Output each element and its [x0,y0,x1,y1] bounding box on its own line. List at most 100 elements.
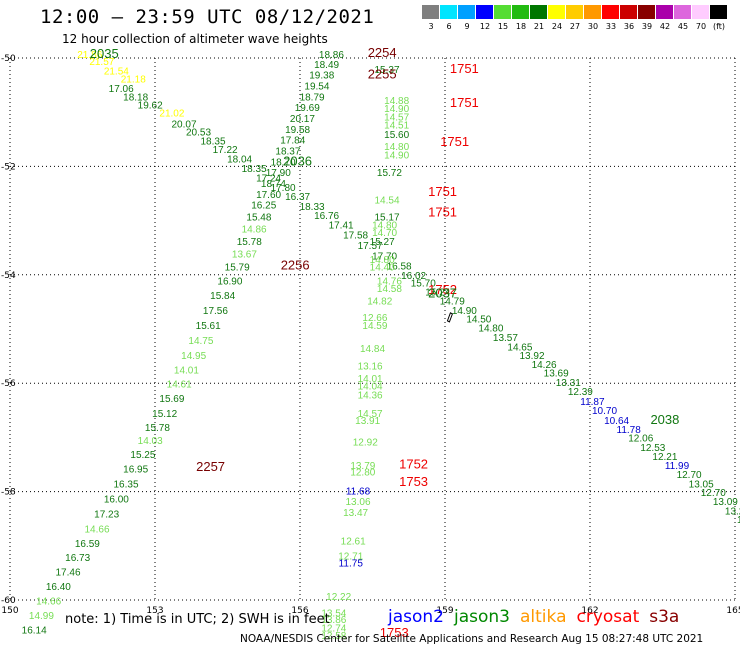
lat-tick-label: -56 [1,379,16,389]
wave-height-value: 14.61 [167,380,192,391]
wave-height-value: 15.48 [246,213,271,224]
wave-height-value: 16.76 [314,211,339,222]
pass-time-label: 2257 [196,459,225,474]
wave-height-value: 18.79 [300,92,325,103]
wave-height-value: 17.60 [256,190,281,201]
wave-height-value: 12.61 [341,537,366,548]
color-swatch [674,5,691,19]
wave-height-value: 14.03 [138,436,163,447]
color-swatch [638,5,655,19]
lat-tick-label: -54 [1,271,16,281]
wave-height-value: 14.80 [384,142,409,153]
wave-height-value: 17.90 [266,168,291,179]
wave-height-value: 18.49 [314,60,339,71]
wave-height-value: 15.12 [152,409,177,420]
wave-height-value: 11.99 [665,461,690,472]
wave-height-value: 13.31 [556,378,581,389]
wave-height-value: 16.35 [113,479,138,490]
wave-height-value: 12.66 [362,313,387,324]
color-scale-label: 30 [587,22,599,31]
wave-height-value: 14.82 [367,297,392,308]
wave-height-value: 14.66 [84,524,109,535]
color-scale-legend: 3 6 9 12 15 18 21 24 27 30 33 36 39 42 45 70 (ft) [422,5,730,31]
pass-time-label: 2038 [650,412,679,427]
map-title: 12:00 — 23:59 UTC 08/12/2021 [40,6,375,28]
color-swatch [422,5,439,19]
satellite-legend-item: jason3 [454,607,510,627]
wave-height-value: 16.35 [737,515,740,526]
wave-height-value: 16.25 [251,201,276,212]
wave-height-value: 19.54 [304,81,329,92]
wave-height-value: 20.17 [290,114,315,125]
lat-tick-label: -52 [1,162,16,172]
satellite-legend-item: cryosat [576,607,640,627]
wave-height-value: 15.24 [425,287,450,298]
wave-height-value: 13.86 [321,615,346,626]
wave-height-value: 14.36 [358,390,383,401]
wave-height-value: 14.99 [29,611,54,622]
footnote: note: 1) Time is in UTC; 2) SWH is in fe… [65,612,330,627]
wave-height-value: 13.69 [544,369,569,380]
wave-height-value: 21.86 [77,50,102,61]
wave-height-value: 14.70 [372,228,397,239]
island-outline [446,312,454,323]
wave-height-value: 14.90 [452,306,477,317]
lon-tick-label: 156 [291,606,308,616]
wave-height-value: 18.35 [242,164,267,175]
color-swatch [494,5,511,19]
wave-height-value: 11.78 [617,425,642,436]
wave-height-value: 14.88 [384,96,409,107]
wave-height-value: 14.40 [370,262,395,273]
wave-height-value: 12.39 [568,387,593,398]
wave-height-value: 12.74 [321,623,346,634]
wave-height-value: 12.80 [350,467,375,478]
color-swatch [548,5,565,19]
lon-tick-label: 150 [1,606,18,616]
lat-tick-label: -50 [1,54,16,64]
color-scale-label: 15 [497,22,509,31]
wave-height-value: 15.37 [374,65,399,76]
wave-height-value: 11.87 [580,397,605,408]
color-scale-label: 33 [605,22,617,31]
lon-tick-label: 162 [581,606,598,616]
wave-height-value: 10.64 [604,416,629,427]
wave-height-value: 12.92 [353,438,378,449]
color-swatch [710,5,727,19]
wave-height-value: 14.54 [374,195,399,206]
wave-height-value: 17.06 [109,84,134,95]
wave-height-value: 18.04 [227,155,252,166]
wave-height-value: 17.22 [213,145,238,156]
wave-height-value: 11.68 [346,486,371,497]
color-swatch [566,5,583,19]
wave-height-value: 15.70 [411,279,436,290]
wave-height-value: 15.79 [225,262,250,273]
wave-height-value: 13.92 [519,351,544,362]
wave-height-value: 14.59 [362,321,387,332]
wave-height-value: 17.46 [55,568,80,579]
wave-height-value: 13.54 [321,608,346,619]
wave-height-value: 18.35 [200,137,225,148]
wave-height-value: 14.75 [188,336,213,347]
wave-height-value: 14.01 [358,374,383,385]
wave-height-value: 12.22 [326,592,351,603]
wave-height-value: 13.05 [689,479,714,490]
wave-height-value: 17.58 [343,230,368,241]
wave-height-value: 10.70 [592,406,617,417]
color-scale-label: 6 [446,22,452,31]
lon-tick-label: 165 [726,606,740,616]
wave-height-value: 14.95 [181,351,206,362]
wave-height-value: 14.79 [440,297,465,308]
wave-height-value: 18.86 [319,50,344,61]
color-scale-label: 3 [428,22,434,31]
wave-height-value: 15.69 [159,394,184,405]
wave-height-value: 14.80 [478,324,503,335]
pass-time-label: 1751 [450,95,479,110]
color-swatch [656,5,673,19]
wave-height-value: 16.14 [22,626,47,637]
color-scale-label: 45 [677,22,689,31]
pass-time-label: 1751 [428,204,457,219]
wave-height-value: 16.73 [65,553,90,564]
wave-height-value: 14.51 [384,120,409,131]
pass-time-label: 1753 [399,474,428,489]
wave-height-value: 21.57 [89,57,114,68]
